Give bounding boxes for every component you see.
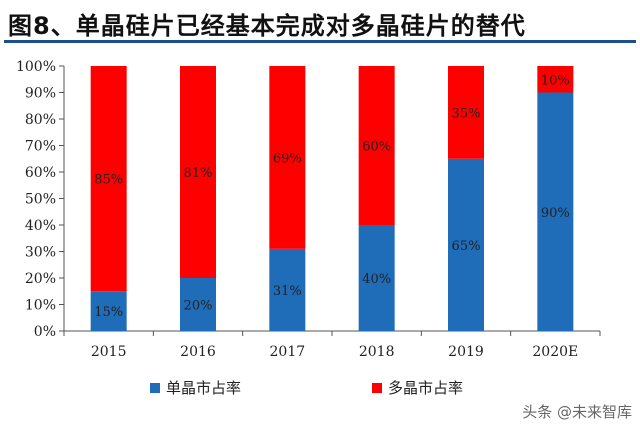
y-tick-label: 50% — [25, 192, 56, 208]
data-label: 81% — [184, 166, 213, 181]
x-tick-label: 2018 — [359, 344, 395, 360]
bar-poly — [537, 66, 574, 93]
data-label: 35% — [452, 106, 481, 121]
y-tick-label: 40% — [25, 218, 56, 234]
title-underline — [4, 40, 636, 43]
y-tick-label: 80% — [25, 112, 56, 128]
x-tick-label: 2020E — [532, 344, 578, 360]
y-tick-label: 100% — [16, 59, 56, 75]
data-label: 60% — [362, 140, 391, 155]
y-tick-label: 60% — [25, 165, 56, 181]
y-tick-label: 30% — [25, 245, 56, 261]
y-tick-label: 20% — [25, 271, 56, 287]
data-label: 15% — [94, 305, 123, 320]
data-label: 90% — [541, 206, 570, 221]
y-tick-label: 70% — [25, 139, 56, 155]
bar-poly — [90, 66, 127, 292]
y-tick-label: 0% — [34, 324, 56, 340]
data-label: 10% — [541, 73, 570, 88]
x-tick-label: 2016 — [180, 344, 216, 360]
x-tick-label: 2019 — [448, 344, 484, 360]
data-label: 85% — [94, 173, 123, 188]
bar-mono — [358, 225, 395, 331]
bar-poly — [180, 66, 216, 278]
legend-swatch — [372, 383, 382, 393]
y-tick-label: 10% — [25, 298, 56, 314]
legend-label: 多晶市占率 — [388, 379, 463, 397]
bar-mono — [448, 158, 484, 331]
x-tick-label: 2017 — [270, 344, 306, 360]
data-label: 40% — [362, 272, 391, 287]
data-label: 65% — [452, 239, 481, 254]
watermark: 头条 @未来智库 — [522, 403, 632, 421]
bar-poly — [448, 66, 484, 159]
bar-mono — [180, 278, 216, 331]
legend-swatch — [150, 383, 160, 393]
data-label: 31% — [273, 284, 302, 299]
bar-mono — [90, 291, 127, 331]
data-label: 69% — [273, 151, 302, 166]
data-label: 20% — [184, 299, 213, 314]
bar-mono — [269, 248, 306, 331]
legend-label: 单晶市占率 — [166, 379, 241, 397]
chart-title: 图8、单晶硅片已经基本完成对多晶硅片的替代 — [8, 12, 526, 40]
bar-poly — [269, 66, 306, 249]
bar-mono — [537, 92, 574, 331]
bar-poly — [358, 66, 395, 225]
y-tick-label: 90% — [25, 86, 56, 102]
title-bar: 图8、单晶硅片已经基本完成对多晶硅片的替代 — [0, 0, 640, 46]
x-tick-label: 2015 — [91, 344, 127, 360]
